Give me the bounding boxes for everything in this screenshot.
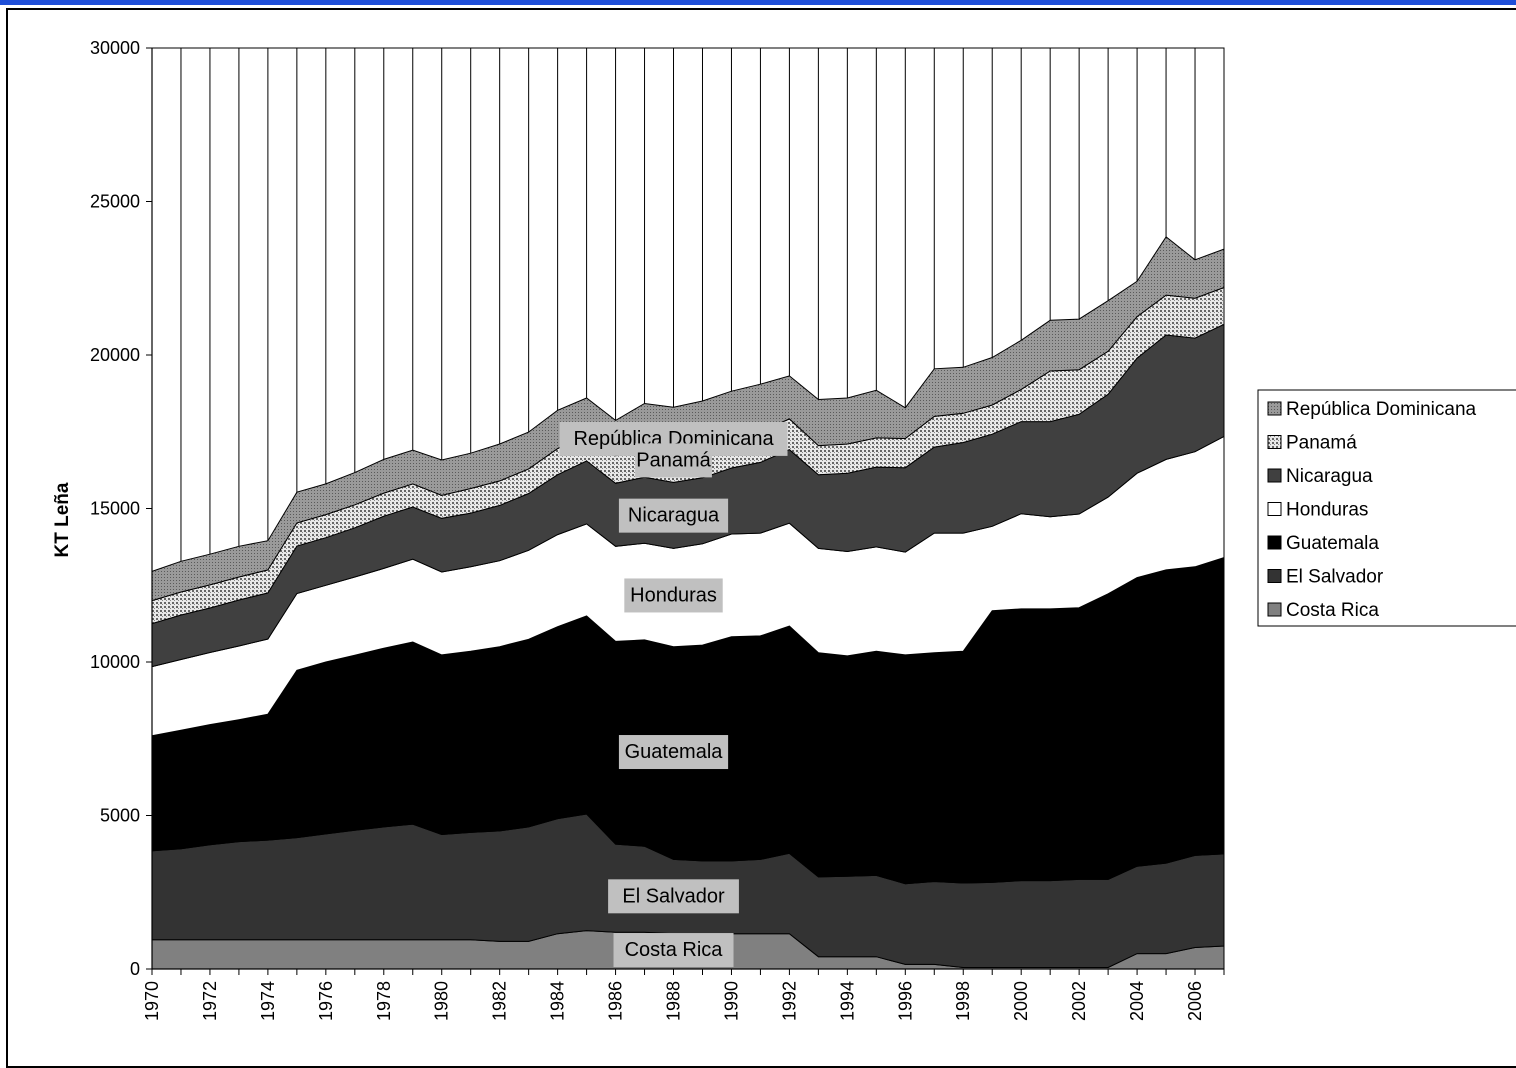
- x-tick-label: 1970: [142, 981, 162, 1021]
- x-tick-label: 2000: [1011, 981, 1031, 1021]
- x-tick-label: 1972: [200, 981, 220, 1021]
- legend-entry: Nicaragua: [1286, 466, 1373, 487]
- area-label-el-salvador: El Salvador: [608, 879, 739, 913]
- legend-entry: Guatemala: [1286, 533, 1379, 554]
- x-tick-label: 2006: [1185, 981, 1205, 1021]
- x-tick-label: 1978: [374, 981, 394, 1021]
- window-top-bar: [0, 0, 1516, 5]
- legend-entry: Honduras: [1286, 500, 1368, 521]
- area-label-text: Guatemala: [625, 741, 724, 763]
- area-label-panam-: Panamá: [635, 443, 712, 477]
- x-tick-label: 2002: [1069, 981, 1089, 1021]
- x-tick-label: 1986: [606, 981, 626, 1021]
- legend: República Dominicana Panamá Nicaragua Hondu…: [1258, 390, 1516, 626]
- y-tick-label: 25000: [90, 192, 140, 212]
- area-label-costa-rica: Costa Rica: [614, 933, 734, 967]
- x-tick-label: 1980: [432, 981, 452, 1021]
- area-label-text: Costa Rica: [625, 939, 724, 961]
- x-tick-label: 1996: [895, 981, 915, 1021]
- y-tick-label: 20000: [90, 345, 140, 365]
- x-tick-label: 1976: [316, 981, 336, 1021]
- area-label-text: Nicaragua: [628, 505, 720, 527]
- legend-swatch: [1268, 469, 1281, 482]
- chart-frame: 0 5000 10000 15000 20000 25000 30000 1970 1972 19…: [6, 8, 1516, 1068]
- legend-swatch: [1268, 536, 1281, 549]
- area-label-nicaragua: Nicaragua: [619, 499, 728, 533]
- x-tick-label: 1984: [548, 981, 568, 1021]
- area-label-honduras: Honduras: [624, 578, 722, 612]
- x-tick-label: 1974: [258, 981, 278, 1021]
- x-tick-label: 2004: [1127, 981, 1147, 1021]
- x-tick-label: 1988: [664, 981, 684, 1021]
- stacked-area-chart: 0 5000 10000 15000 20000 25000 30000 1970 1972 19…: [8, 10, 1516, 1060]
- area-label-guatemala: Guatemala: [619, 735, 728, 769]
- legend-entry: República Dominicana: [1286, 399, 1477, 420]
- y-tick-label: 30000: [90, 38, 140, 58]
- y-tick-label: 5000: [100, 806, 140, 826]
- legend-swatch: [1268, 436, 1281, 449]
- x-tick-label: 1994: [837, 981, 857, 1021]
- legend-swatch: [1268, 603, 1281, 616]
- area-label-text: Panamá: [636, 449, 711, 471]
- area-label-text: El Salvador: [622, 885, 725, 907]
- legend-entry: El Salvador: [1286, 567, 1384, 588]
- y-axis-label: KT Leña: [52, 482, 73, 557]
- y-tick-label: 0: [130, 959, 140, 979]
- y-tick-label: 10000: [90, 652, 140, 672]
- x-tick-label: 1998: [953, 981, 973, 1021]
- legend-swatch: [1268, 503, 1281, 516]
- legend-entry: Costa Rica: [1286, 600, 1379, 621]
- y-tick-label: 15000: [90, 499, 140, 519]
- x-tick-label: 1982: [490, 981, 510, 1021]
- legend-entry: Panamá: [1286, 433, 1357, 454]
- x-tick-label: 1992: [779, 981, 799, 1021]
- x-tick-label: 1990: [721, 981, 741, 1021]
- legend-swatch: [1268, 570, 1281, 583]
- area-label-text: Honduras: [630, 584, 717, 606]
- legend-swatch: [1268, 402, 1281, 415]
